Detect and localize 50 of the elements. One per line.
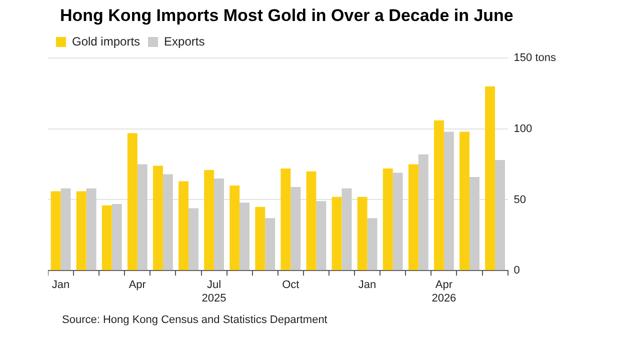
bar [418,154,428,270]
legend-label: Gold imports [72,34,140,48]
bar [367,218,378,270]
y-tick-label: 100 [514,122,532,135]
bar [60,188,71,270]
bar [76,191,86,270]
bar [290,186,301,270]
bar [214,178,224,270]
bar [240,202,250,270]
bar [280,168,291,270]
y-tick-label: 150 tons [514,52,556,64]
bar [444,132,454,270]
bar [127,133,138,270]
y-tick-label: 50 [514,194,526,206]
bar [408,164,418,270]
chart-title: Hong Kong Imports Most Gold in Over a Decade in June [60,6,514,26]
bar [152,166,163,270]
bar [485,86,496,270]
bar [495,160,505,270]
bar [178,181,188,270]
bar [469,177,480,270]
legend-label: Exports [164,34,205,48]
bar [382,168,393,270]
bar [230,186,240,270]
y-tick-label: 0 [514,264,520,277]
x-tick-label: Jul 2025 [202,279,226,304]
x-tick-label: Oct [282,279,300,292]
bar [188,208,198,270]
bar [255,206,266,270]
x-tick-label: Jan [358,279,376,292]
bar [86,188,96,270]
x-tick-label: Apr [128,279,146,292]
x-tick-label: Apr 2026 [432,279,456,304]
bar [460,132,470,270]
bar [342,188,352,270]
bar [332,196,342,270]
bar [434,120,444,270]
source-note: Source: Hong Kong Census and Statistics Department [62,314,328,326]
bar [112,204,122,270]
bar [357,196,368,270]
bar [102,205,112,270]
bar [162,174,173,270]
bar [316,201,326,270]
bar [306,171,316,270]
bar [392,172,403,270]
bar [204,170,214,270]
bar [137,164,148,270]
bar [50,191,61,270]
bar [265,218,276,270]
x-tick-label: Jan [52,279,70,292]
